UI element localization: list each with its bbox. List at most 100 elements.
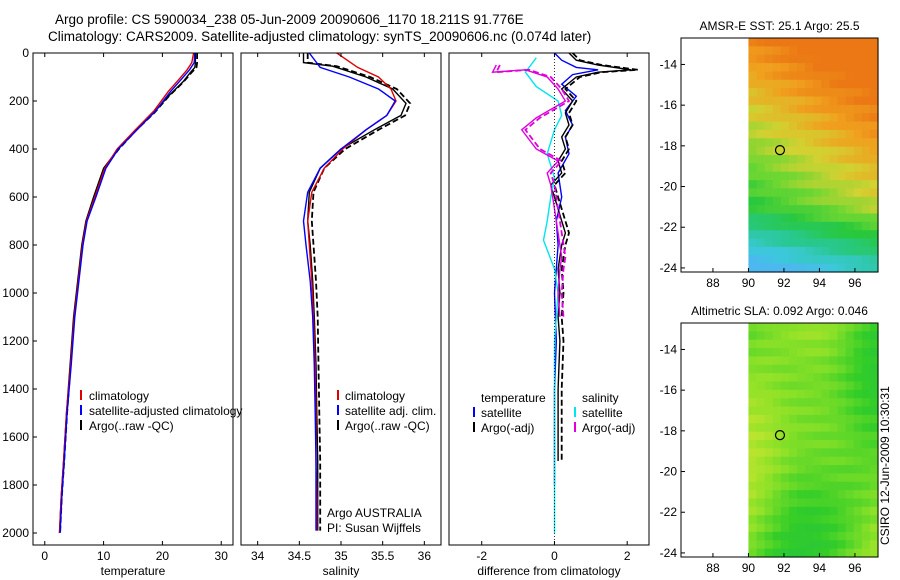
sla_map-cell — [764, 531, 774, 541]
sst_map-cell — [797, 205, 806, 215]
sla_map-cell — [797, 515, 806, 525]
sla_map-cell — [869, 323, 879, 332]
sst_map-ytick-label: -22 — [660, 220, 678, 234]
sst_map-cell — [813, 205, 822, 215]
sst_map-cell — [869, 79, 879, 89]
sst_map-cell — [861, 163, 871, 173]
sla_map-cell — [788, 523, 798, 533]
sst_map-cell — [797, 88, 806, 98]
sla_map-cell — [861, 465, 871, 475]
temperature-ytick-label: 1000 — [2, 286, 29, 300]
sla_map-cell — [813, 440, 822, 449]
sst_map-cell — [764, 238, 774, 248]
sla_map-cell — [821, 356, 831, 366]
sla_map-cell — [869, 456, 879, 466]
sst_map-cell — [813, 246, 822, 256]
sla_map-cell — [829, 498, 839, 508]
sla_map-cell — [780, 456, 790, 466]
sla_map-cell — [861, 431, 871, 441]
sst_map-cell — [788, 104, 798, 114]
sla_map-cell — [756, 473, 766, 483]
sla_map-cell — [829, 339, 839, 349]
sst_map-cell — [853, 88, 863, 98]
difference-series-line — [524, 57, 563, 533]
sst_map-cell — [821, 263, 831, 273]
sst_map-cell — [748, 180, 758, 190]
sla_map-cell — [780, 490, 790, 500]
temperature-ytick-label: 1600 — [2, 430, 29, 444]
difference-legend-salinity-title: salinity — [582, 391, 619, 405]
sst_map-cell — [748, 96, 758, 106]
sla_map-cell — [748, 523, 758, 533]
sst_map-cell — [837, 38, 847, 47]
sst_map-cell — [845, 71, 855, 81]
sst_map-cell — [813, 146, 822, 156]
sst_map-cell — [853, 63, 863, 73]
sst_map-cell — [756, 71, 766, 81]
sla_map-cell — [788, 339, 798, 349]
sla_map-cell — [772, 364, 782, 374]
sla_map-cell — [797, 506, 806, 516]
sla_map-cell — [869, 414, 879, 424]
sst_map-cell — [797, 188, 806, 198]
sst_map-cell — [780, 104, 790, 114]
sla_map-cell — [756, 506, 766, 516]
sla_map-cell — [869, 423, 879, 433]
sst_map-ytick-label: -16 — [660, 98, 678, 112]
sla_map-cell — [845, 364, 855, 374]
sla_map-cell — [869, 406, 879, 416]
sst_map-cell — [829, 238, 839, 248]
sla_map-cell — [869, 398, 879, 408]
sst_map-cell — [813, 79, 822, 89]
sla_map-cell — [756, 540, 766, 550]
sst_map-cell — [821, 255, 831, 265]
sla_map-cell — [797, 456, 806, 466]
sla_map-cell — [788, 364, 798, 374]
sst_map-cell — [748, 104, 758, 114]
sst_map-cell — [829, 96, 839, 106]
sst_map-cell — [861, 138, 871, 148]
sla_map-cell — [772, 465, 782, 475]
sla_map-cell — [780, 523, 790, 533]
sla_map-cell — [829, 398, 839, 408]
salinity-legend-label: climatology — [345, 389, 405, 403]
sst_map-cell — [780, 146, 790, 156]
sst_map-cell — [748, 238, 758, 248]
sla_map-cell — [829, 431, 839, 441]
sla_map-cell — [780, 448, 790, 458]
sla_map-cell — [821, 431, 831, 441]
sla_map-cell — [748, 473, 758, 483]
sla_map-cell — [829, 389, 839, 399]
sst_map-cell — [780, 255, 790, 265]
sst_map-cell — [821, 96, 831, 106]
salinity-series-line — [306, 53, 412, 531]
sst_map-cell — [845, 138, 855, 148]
sla_map-cell — [780, 348, 790, 358]
sla_map-cell — [805, 331, 814, 341]
sla_map-cell — [788, 481, 798, 491]
sst_map-cell — [869, 196, 879, 206]
sst_map-cell — [805, 46, 814, 56]
sla_map-cell — [829, 381, 839, 391]
sst_map-cell — [805, 129, 814, 139]
sst_map-cell — [788, 88, 798, 98]
sst_map-cell — [756, 46, 766, 56]
temperature-xtick-label: 30 — [215, 549, 229, 563]
sst_map-cell — [813, 129, 822, 139]
temperature-legend-label: satellite-adjusted climatology — [89, 404, 242, 418]
sst_map-cell — [861, 79, 871, 89]
sst_map-cell — [788, 79, 798, 89]
sla_map-cell — [813, 531, 822, 541]
sst_map-cell — [853, 238, 863, 248]
sst_map-cell — [837, 54, 847, 64]
sla_map-cell — [748, 364, 758, 374]
sst_map-cell — [805, 38, 814, 47]
sla_map-xtick-label: 92 — [777, 561, 791, 575]
footer-stamp: CSIRO 12-Jun-2009 10:30:31 — [878, 386, 892, 545]
sst_map-cell — [829, 246, 839, 256]
sla_map-cell — [805, 339, 814, 349]
sla_map-cell — [748, 356, 758, 366]
sst_map-cell — [861, 96, 871, 106]
sla_map-cell — [772, 456, 782, 466]
